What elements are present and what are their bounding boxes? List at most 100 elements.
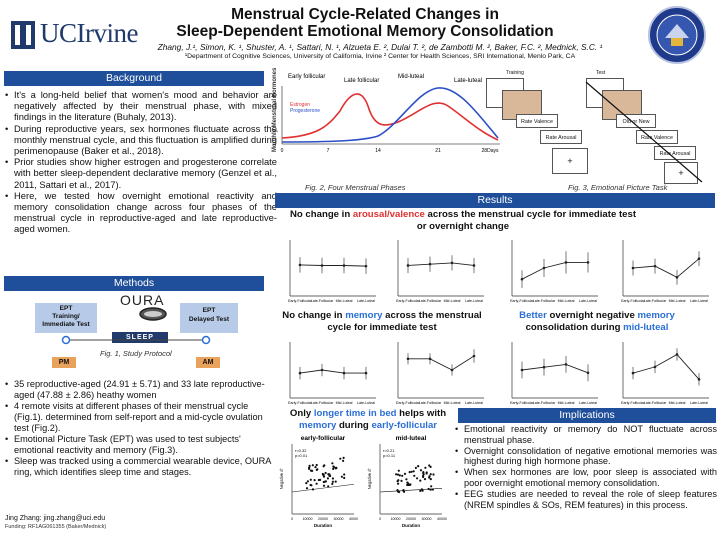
scatter-title: mid-luteal <box>396 435 427 442</box>
x-tick-label: Early-Follicular <box>510 299 535 303</box>
scatter-point <box>334 467 337 470</box>
oura-ring-icon <box>139 307 167 321</box>
scatter-point <box>421 489 424 492</box>
scatter-point <box>413 474 416 477</box>
rate-arousal-box-1: Rate Arousal <box>540 130 582 144</box>
scatter-point <box>422 471 425 474</box>
data-point <box>320 368 324 372</box>
background-bullet: Prior studies show higher estrogen and p… <box>5 156 277 190</box>
background-heading: Background <box>4 71 264 86</box>
scatter-ylabel: Negative d' <box>279 468 284 489</box>
fix-box-4: + <box>664 162 698 184</box>
methods-bullet: 35 reproductive-aged (24.91 ± 5.71) and … <box>5 379 275 401</box>
scatter-point <box>424 466 427 469</box>
scatter-point <box>311 464 314 467</box>
x-tick-label: Late-Follicular <box>533 299 556 303</box>
scatter-point <box>429 473 432 476</box>
uci-emblem-icon <box>11 21 35 49</box>
scatter-xtick: 40000 <box>349 517 358 521</box>
scatter-point <box>398 490 401 494</box>
x-tick-label: Late-Follicular <box>644 401 667 405</box>
fig1-caption: Fig. 1, Study Protocol <box>100 349 172 358</box>
scatter-point <box>315 468 318 471</box>
title-line-2: Sleep-Dependent Emotional Memory Consoli… <box>176 23 554 40</box>
fig2-legend-estrogen: Estrogen <box>290 102 310 108</box>
series-line <box>632 258 700 278</box>
scatter-xtick: 20000 <box>318 517 328 521</box>
scatter-point <box>309 469 313 472</box>
scatter-point <box>315 463 318 467</box>
fig2-phase-label: Late follicular <box>344 78 379 84</box>
data-point <box>520 368 524 372</box>
fig3-test-label: Test <box>596 70 606 76</box>
scatter-ylabel: Negative d' <box>367 468 372 489</box>
old-new-box: Old or New <box>616 114 656 128</box>
x-tick-label: Late-Follicular <box>311 401 334 405</box>
scatter-xtick: 30000 <box>422 517 432 521</box>
fig3-task-diagram: Training Test + Rate Valence Rate Arousa… <box>486 68 718 188</box>
data-point <box>472 354 476 358</box>
scatter-point <box>323 464 326 467</box>
scatter-point <box>408 471 411 474</box>
x-tick-label: Late-Luteal <box>690 299 708 303</box>
scatter-point <box>397 479 400 482</box>
scatter-xlabel: Duration <box>402 523 420 528</box>
scatter-xtick: 40000 <box>437 517 447 521</box>
scatter-point <box>317 478 320 482</box>
scatter-point <box>339 457 342 460</box>
methods-bullet: Sleep was tracked using a commercial wea… <box>5 456 275 478</box>
scatter-point <box>432 473 435 476</box>
scatter-point <box>428 464 431 467</box>
scatter-point <box>309 478 312 481</box>
scatter-point <box>314 466 317 469</box>
result-time-in-bed: Only longer time in bed helps with memor… <box>289 408 447 431</box>
implications-bullet: Overnight consolidation of negative emot… <box>455 446 717 468</box>
scatter-title: early-follicular <box>301 435 346 442</box>
pm-label: PM <box>52 357 76 368</box>
implications-bullet: When sex hormones are low, poor sleep is… <box>455 467 717 489</box>
fig2-xtick: 21 <box>435 148 441 154</box>
data-point <box>675 353 679 356</box>
background-bullets: It's a long-held belief that women's moo… <box>5 89 277 235</box>
fig3-caption: Fig. 3, Emotional Picture Task <box>568 183 668 192</box>
data-point <box>298 263 302 267</box>
title-line-1: Menstrual Cycle-Related Changes in <box>231 6 499 23</box>
progesterone-curve <box>281 87 499 143</box>
scatter-xlabel: Duration <box>314 523 332 528</box>
data-point <box>428 357 432 361</box>
scatter-point <box>343 476 346 480</box>
scatter-point <box>419 469 423 472</box>
implications-bullet: Emotional reactivity or memory do NOT fl… <box>455 424 717 446</box>
fig2-caption: Fig. 2, Four Menstrual Phases <box>305 183 406 192</box>
scatter-point <box>423 478 427 481</box>
scatter-point <box>425 472 428 475</box>
x-tick-label: Mid-Luteal <box>336 401 353 405</box>
data-point <box>472 264 476 267</box>
scatter-point <box>305 482 308 485</box>
series-line <box>632 353 700 380</box>
x-tick-label: Early-Follicular <box>288 299 313 303</box>
x-tick-label: Late-Luteal <box>579 401 597 405</box>
contact: Jing Zhang: jing.zhang@uci.edu <box>5 515 106 522</box>
x-tick-label: Early-Follicular <box>396 401 421 405</box>
scatter-point <box>396 473 400 476</box>
scatter-point <box>403 472 407 475</box>
data-point <box>450 368 454 372</box>
sleep-box: SLEEP <box>112 332 168 343</box>
scatter-point <box>414 466 417 469</box>
scatter-early-follicular: early-follicular r=0.32p=0.01 0 10000 20000 3… <box>279 435 358 528</box>
x-tick-label: Late-Luteal <box>579 299 597 303</box>
scatter-point <box>313 479 316 482</box>
scatter-point <box>334 480 337 483</box>
protocol-timeline <box>61 335 211 345</box>
x-tick-label: Late-Luteal <box>357 299 375 303</box>
result-arousal-valence: No change in arousal/valence across the … <box>289 209 637 232</box>
scatter-stat: r=0.21 <box>383 448 395 453</box>
scatter-point <box>310 484 313 487</box>
data-point <box>564 261 568 264</box>
scatter-point <box>395 473 398 476</box>
